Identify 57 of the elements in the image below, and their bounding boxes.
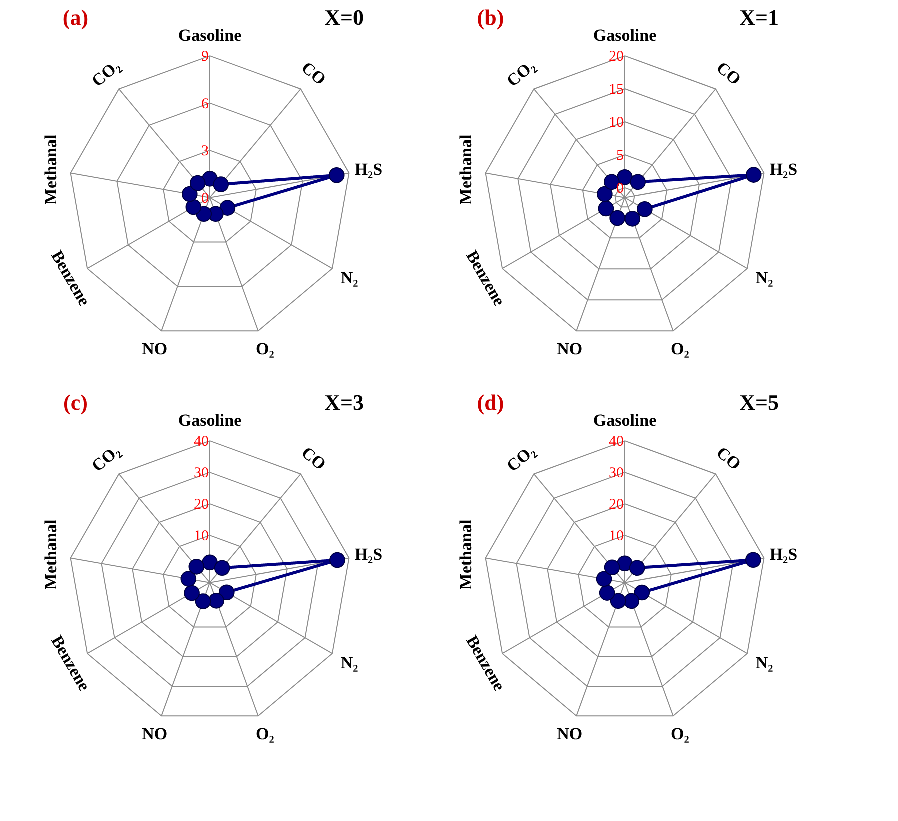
spoke-label: Gasoline [593, 411, 658, 430]
chart-title: (b) [477, 4, 504, 30]
y-tick-label: 20 [194, 497, 209, 514]
spoke-label: CO₂ [503, 56, 539, 91]
spoke-label: NO [557, 340, 583, 359]
chart-subtitle: X=0 [324, 4, 364, 30]
spoke-label: Gasoline [593, 26, 658, 46]
y-tick-label: 20 [609, 497, 624, 514]
chart-title: (a) [62, 4, 89, 30]
spoke-label: O₂ [670, 340, 690, 359]
spoke-label: CO [298, 58, 330, 90]
y-tick-label: 40 [194, 434, 209, 450]
chart-title: (d) [477, 390, 504, 415]
spoke-label: O₂ [256, 724, 274, 744]
spoke-label: CO₂ [88, 442, 124, 476]
y-tick-label: 0 [202, 190, 209, 207]
y-tick-label: 3 [202, 144, 209, 160]
spoke-label: O₂ [670, 724, 690, 744]
spoke-label: Methanal [41, 520, 60, 590]
y-tick-label: 10 [609, 114, 624, 131]
spoke-label: N₂ [340, 654, 358, 673]
spoke-label: CO [713, 58, 745, 90]
y-tick-label: 9 [202, 49, 209, 66]
spoke-label: CO₂ [88, 56, 124, 91]
y-tick-label: 30 [194, 466, 209, 482]
spoke-label: N₂ [340, 268, 358, 288]
y-tick-label: 10 [194, 528, 209, 545]
spoke-label: N₂ [756, 654, 774, 673]
spoke-label: CO₂ [503, 442, 539, 476]
chart-subtitle: X=5 [740, 390, 780, 415]
spoke-label: CO [298, 443, 330, 474]
y-tick-label: 10 [609, 528, 624, 545]
y-tick-label: 0 [616, 180, 624, 197]
spoke-label: N₂ [756, 268, 774, 288]
spoke-label: H₂S [354, 544, 383, 564]
chart-title: (c) [63, 390, 88, 415]
spoke-label: NO [557, 724, 583, 744]
y-tick-label: 40 [609, 434, 624, 450]
spoke-label: H₂S [354, 160, 383, 179]
chart-subtitle: X=1 [740, 4, 780, 30]
spoke-label: Methanal [456, 520, 476, 590]
y-tick-label: 6 [202, 96, 210, 112]
spoke-label: Gasoline [178, 411, 242, 430]
spoke-label: Gasoline [178, 26, 242, 46]
chart-subtitle: X=3 [324, 390, 364, 415]
spoke-label: H₂S [770, 544, 798, 564]
spoke-label: H₂S [770, 160, 798, 179]
spoke-label: NO [142, 724, 168, 744]
spoke-label: Methanal [41, 134, 60, 205]
spoke-label: O₂ [256, 340, 274, 359]
spoke-label: NO [142, 340, 168, 359]
y-tick-label: 20 [609, 49, 624, 66]
spoke-label: Methanal [456, 134, 476, 205]
y-tick-label: 5 [616, 148, 624, 164]
y-tick-label: 30 [609, 466, 624, 482]
spoke-label: CO [713, 443, 745, 474]
y-tick-label: 15 [609, 82, 624, 98]
